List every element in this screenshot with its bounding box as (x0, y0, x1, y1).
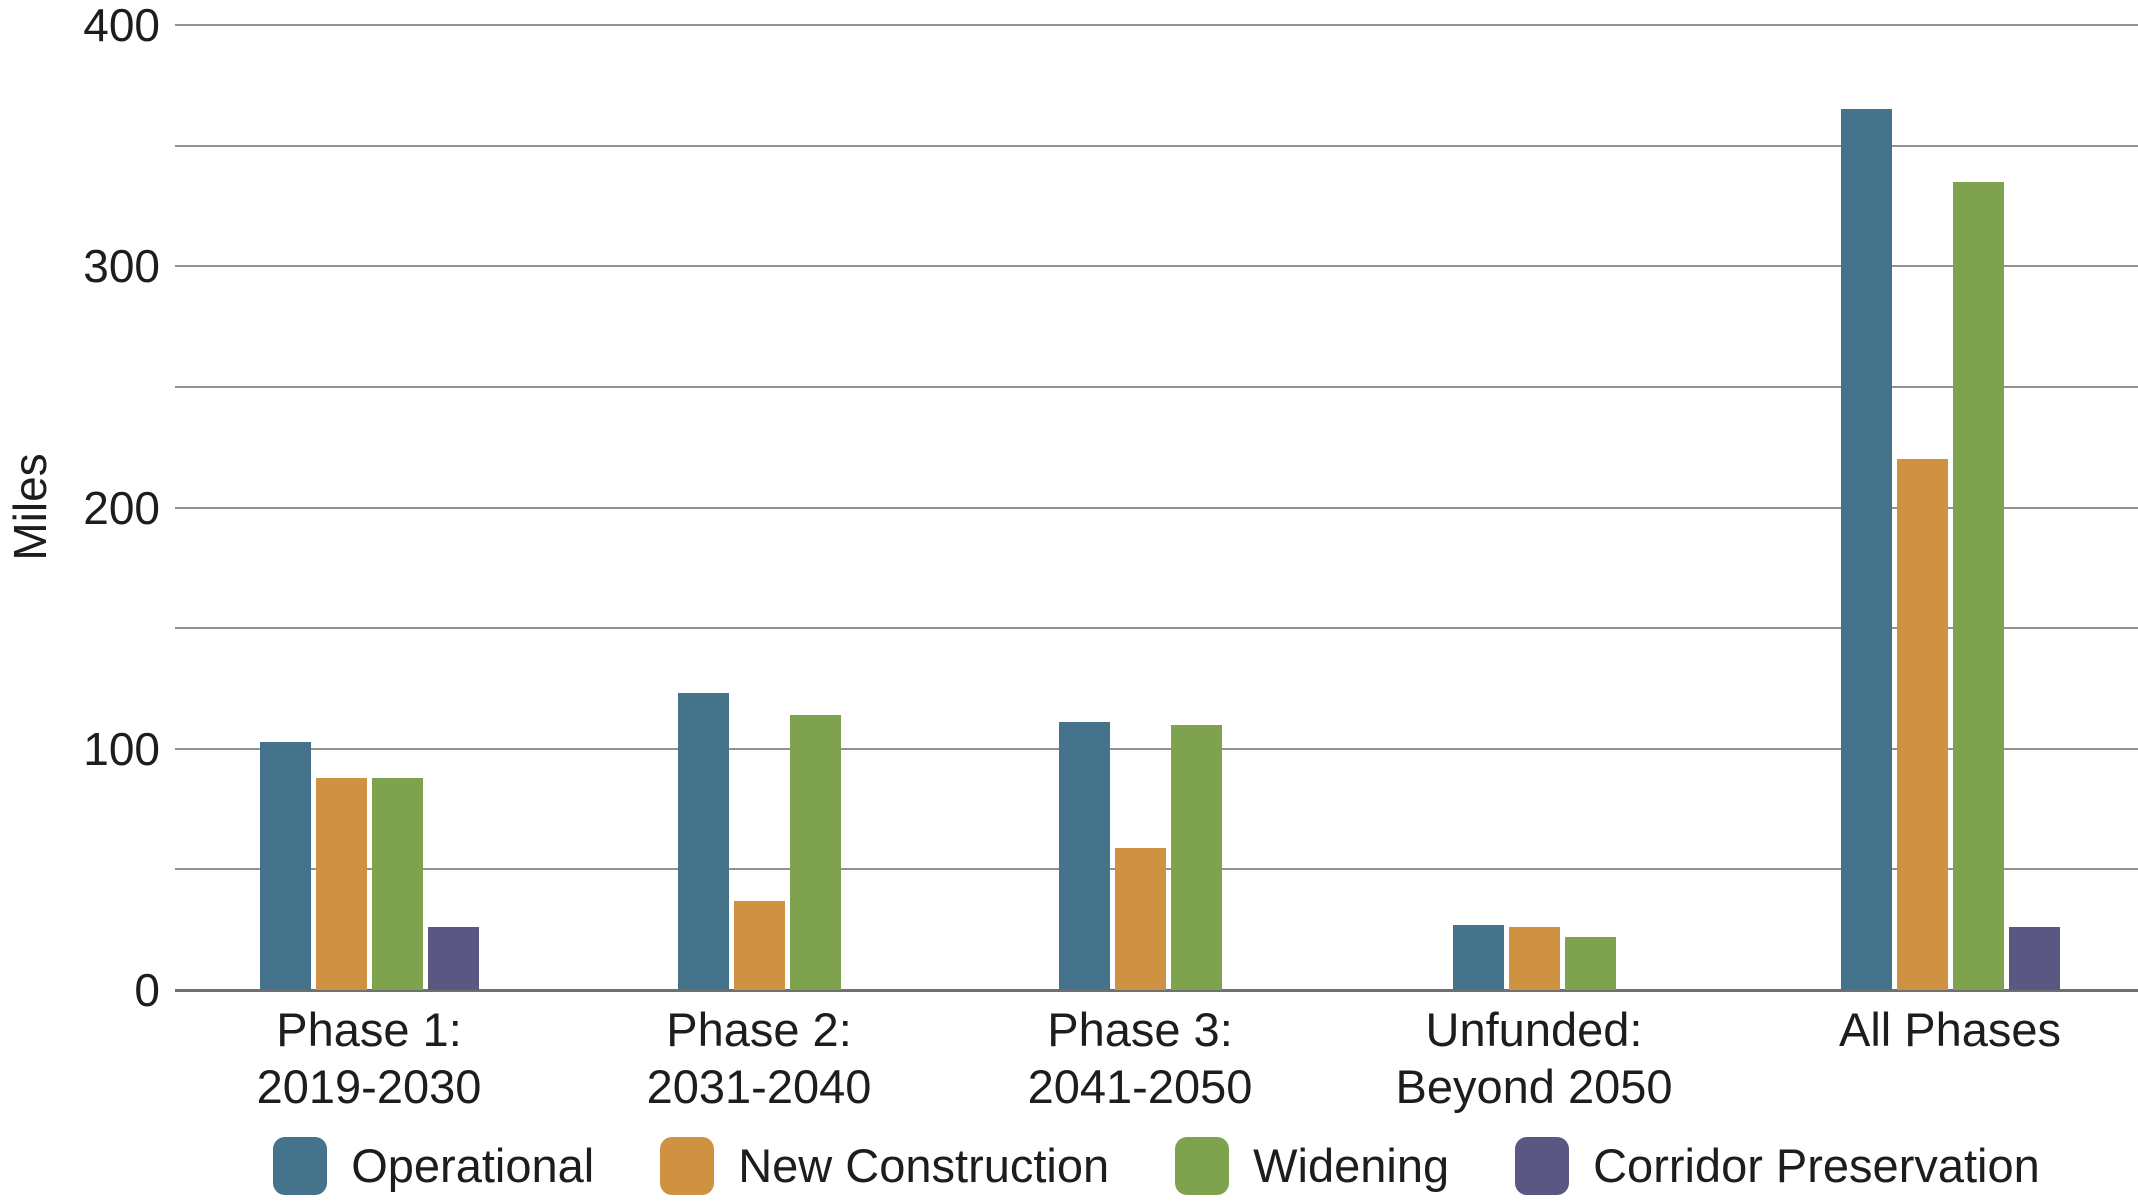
gridline-150 (175, 627, 2138, 630)
bar-widening-phase-2-2031-2040 (789, 714, 841, 990)
y-tick-label-0: 0 (134, 964, 160, 1016)
legend-label-operational: Operational (351, 1138, 595, 1192)
y-tick-label-100: 100 (83, 722, 160, 775)
x-axis-label-phase-2-2031-2040: Phase 2: 2031-2040 (646, 1003, 872, 1113)
gridline-100 (175, 747, 2138, 750)
y-tick-label-300: 300 (83, 240, 160, 293)
legend-label-new-construction: New Construction (738, 1138, 1110, 1192)
legend-swatch-new-construction (660, 1136, 715, 1195)
legend-swatch-widening (1175, 1136, 1230, 1195)
x-axis-line (175, 988, 2138, 992)
legend: Operational New Construction Widening Corri… (175, 1130, 2138, 1201)
bar-operational-unfunded-beyond-2050 (1452, 924, 1504, 990)
gridline-200 (175, 506, 2138, 509)
legend-swatch-corridor-preservation (1515, 1136, 1570, 1195)
legend-item-widening: Widening (1175, 1136, 1450, 1195)
legend-item-new-construction: New Construction (660, 1136, 1110, 1195)
x-axis-label-phase-1-2019-2030: Phase 1: 2019-2030 (256, 1003, 482, 1113)
gridline-350 (175, 144, 2138, 147)
bar-widening-phase-3-2041-2050 (1170, 724, 1222, 990)
gridline-400 (175, 24, 2138, 26)
bar-widening-phase-1-2019-2030 (371, 777, 423, 990)
bar-corridor-preservation-phase-1-2019-2030 (427, 927, 479, 990)
bar-operational-phase-1-2019-2030 (259, 741, 311, 990)
legend-swatch-operational (273, 1136, 328, 1195)
y-tick-label-400: 400 (83, 0, 160, 51)
legend-item-corridor-preservation: Corridor Preservation (1515, 1136, 2040, 1195)
bar-new-construction-all-phases (1896, 459, 1948, 990)
bar-operational-phase-2-2031-2040 (677, 693, 729, 990)
y-tick-label-200: 200 (83, 481, 160, 534)
bar-operational-all-phases (1840, 109, 1892, 990)
legend-label-widening: Widening (1253, 1138, 1450, 1192)
legend-label-corridor-preservation: Corridor Preservation (1593, 1138, 2040, 1192)
bar-new-construction-phase-2-2031-2040 (733, 900, 785, 990)
x-axis-label-phase-3-2041-2050: Phase 3: 2041-2050 (1027, 1003, 1253, 1113)
bar-widening-all-phases (1952, 181, 2004, 990)
x-axis-label-unfunded-beyond-2050: Unfunded: Beyond 2050 (1395, 1003, 1673, 1113)
x-axis-label-all-phases: All Phases (1838, 1003, 2062, 1056)
bar-corridor-preservation-all-phases (2008, 927, 2060, 990)
bar-new-construction-phase-3-2041-2050 (1114, 847, 1166, 990)
bar-widening-unfunded-beyond-2050 (1564, 936, 1616, 990)
bar-new-construction-phase-1-2019-2030 (315, 777, 367, 990)
legend-item-operational: Operational (273, 1136, 595, 1195)
gridline-250 (175, 385, 2138, 388)
bar-new-construction-unfunded-beyond-2050 (1508, 927, 1560, 990)
gridline-300 (175, 265, 2138, 268)
bar-operational-phase-3-2041-2050 (1058, 722, 1110, 990)
